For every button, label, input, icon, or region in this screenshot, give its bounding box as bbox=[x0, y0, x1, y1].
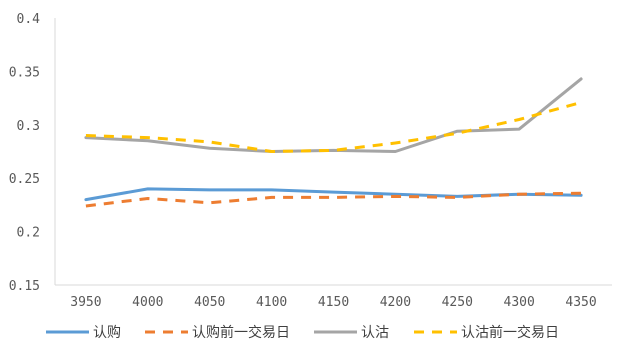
x-tick-label: 4150 bbox=[318, 295, 349, 310]
series-line-2 bbox=[85, 191, 582, 208]
x-tick-label: 3950 bbox=[70, 295, 101, 310]
x-tick-label: 4000 bbox=[132, 295, 163, 310]
y-tick-label: 0.2 bbox=[17, 226, 40, 241]
series-line-1 bbox=[84, 187, 583, 202]
y-tick-label: 0.3 bbox=[17, 119, 40, 134]
legend-label: 认沽前一交易日 bbox=[461, 324, 559, 341]
legend-label: 认购前一交易日 bbox=[192, 324, 290, 341]
legend-label: 认沽 bbox=[361, 325, 389, 341]
y-tick-label: 0.4 bbox=[17, 12, 41, 27]
x-tick-label: 4300 bbox=[504, 295, 535, 310]
x-tick-label: 4050 bbox=[194, 295, 225, 310]
y-tick-label: 0.25 bbox=[9, 172, 40, 187]
x-tick-label: 4250 bbox=[442, 295, 473, 310]
x-axis-ticks: 3950 4000 4050 4100 4150 4200 4250 4300 4350 bbox=[70, 295, 596, 310]
x-tick-label: 4100 bbox=[256, 295, 287, 310]
series-line-4 bbox=[85, 100, 582, 153]
series-line-3 bbox=[84, 77, 583, 153]
y-tick-label: 0.35 bbox=[9, 65, 40, 80]
x-tick-label: 4200 bbox=[380, 295, 411, 310]
y-tick-label: 0.15 bbox=[9, 279, 40, 294]
series-lines bbox=[84, 77, 583, 208]
y-axis-ticks: 0.15 0.2 0.25 0.3 0.35 0.4 bbox=[9, 12, 40, 294]
x-tick-label: 4350 bbox=[565, 295, 596, 310]
legend: 认购 认购前一交易日 认沽 认沽前一交易日 bbox=[46, 324, 559, 341]
axes bbox=[54, 18, 612, 286]
legend-label: 认购 bbox=[93, 325, 121, 341]
